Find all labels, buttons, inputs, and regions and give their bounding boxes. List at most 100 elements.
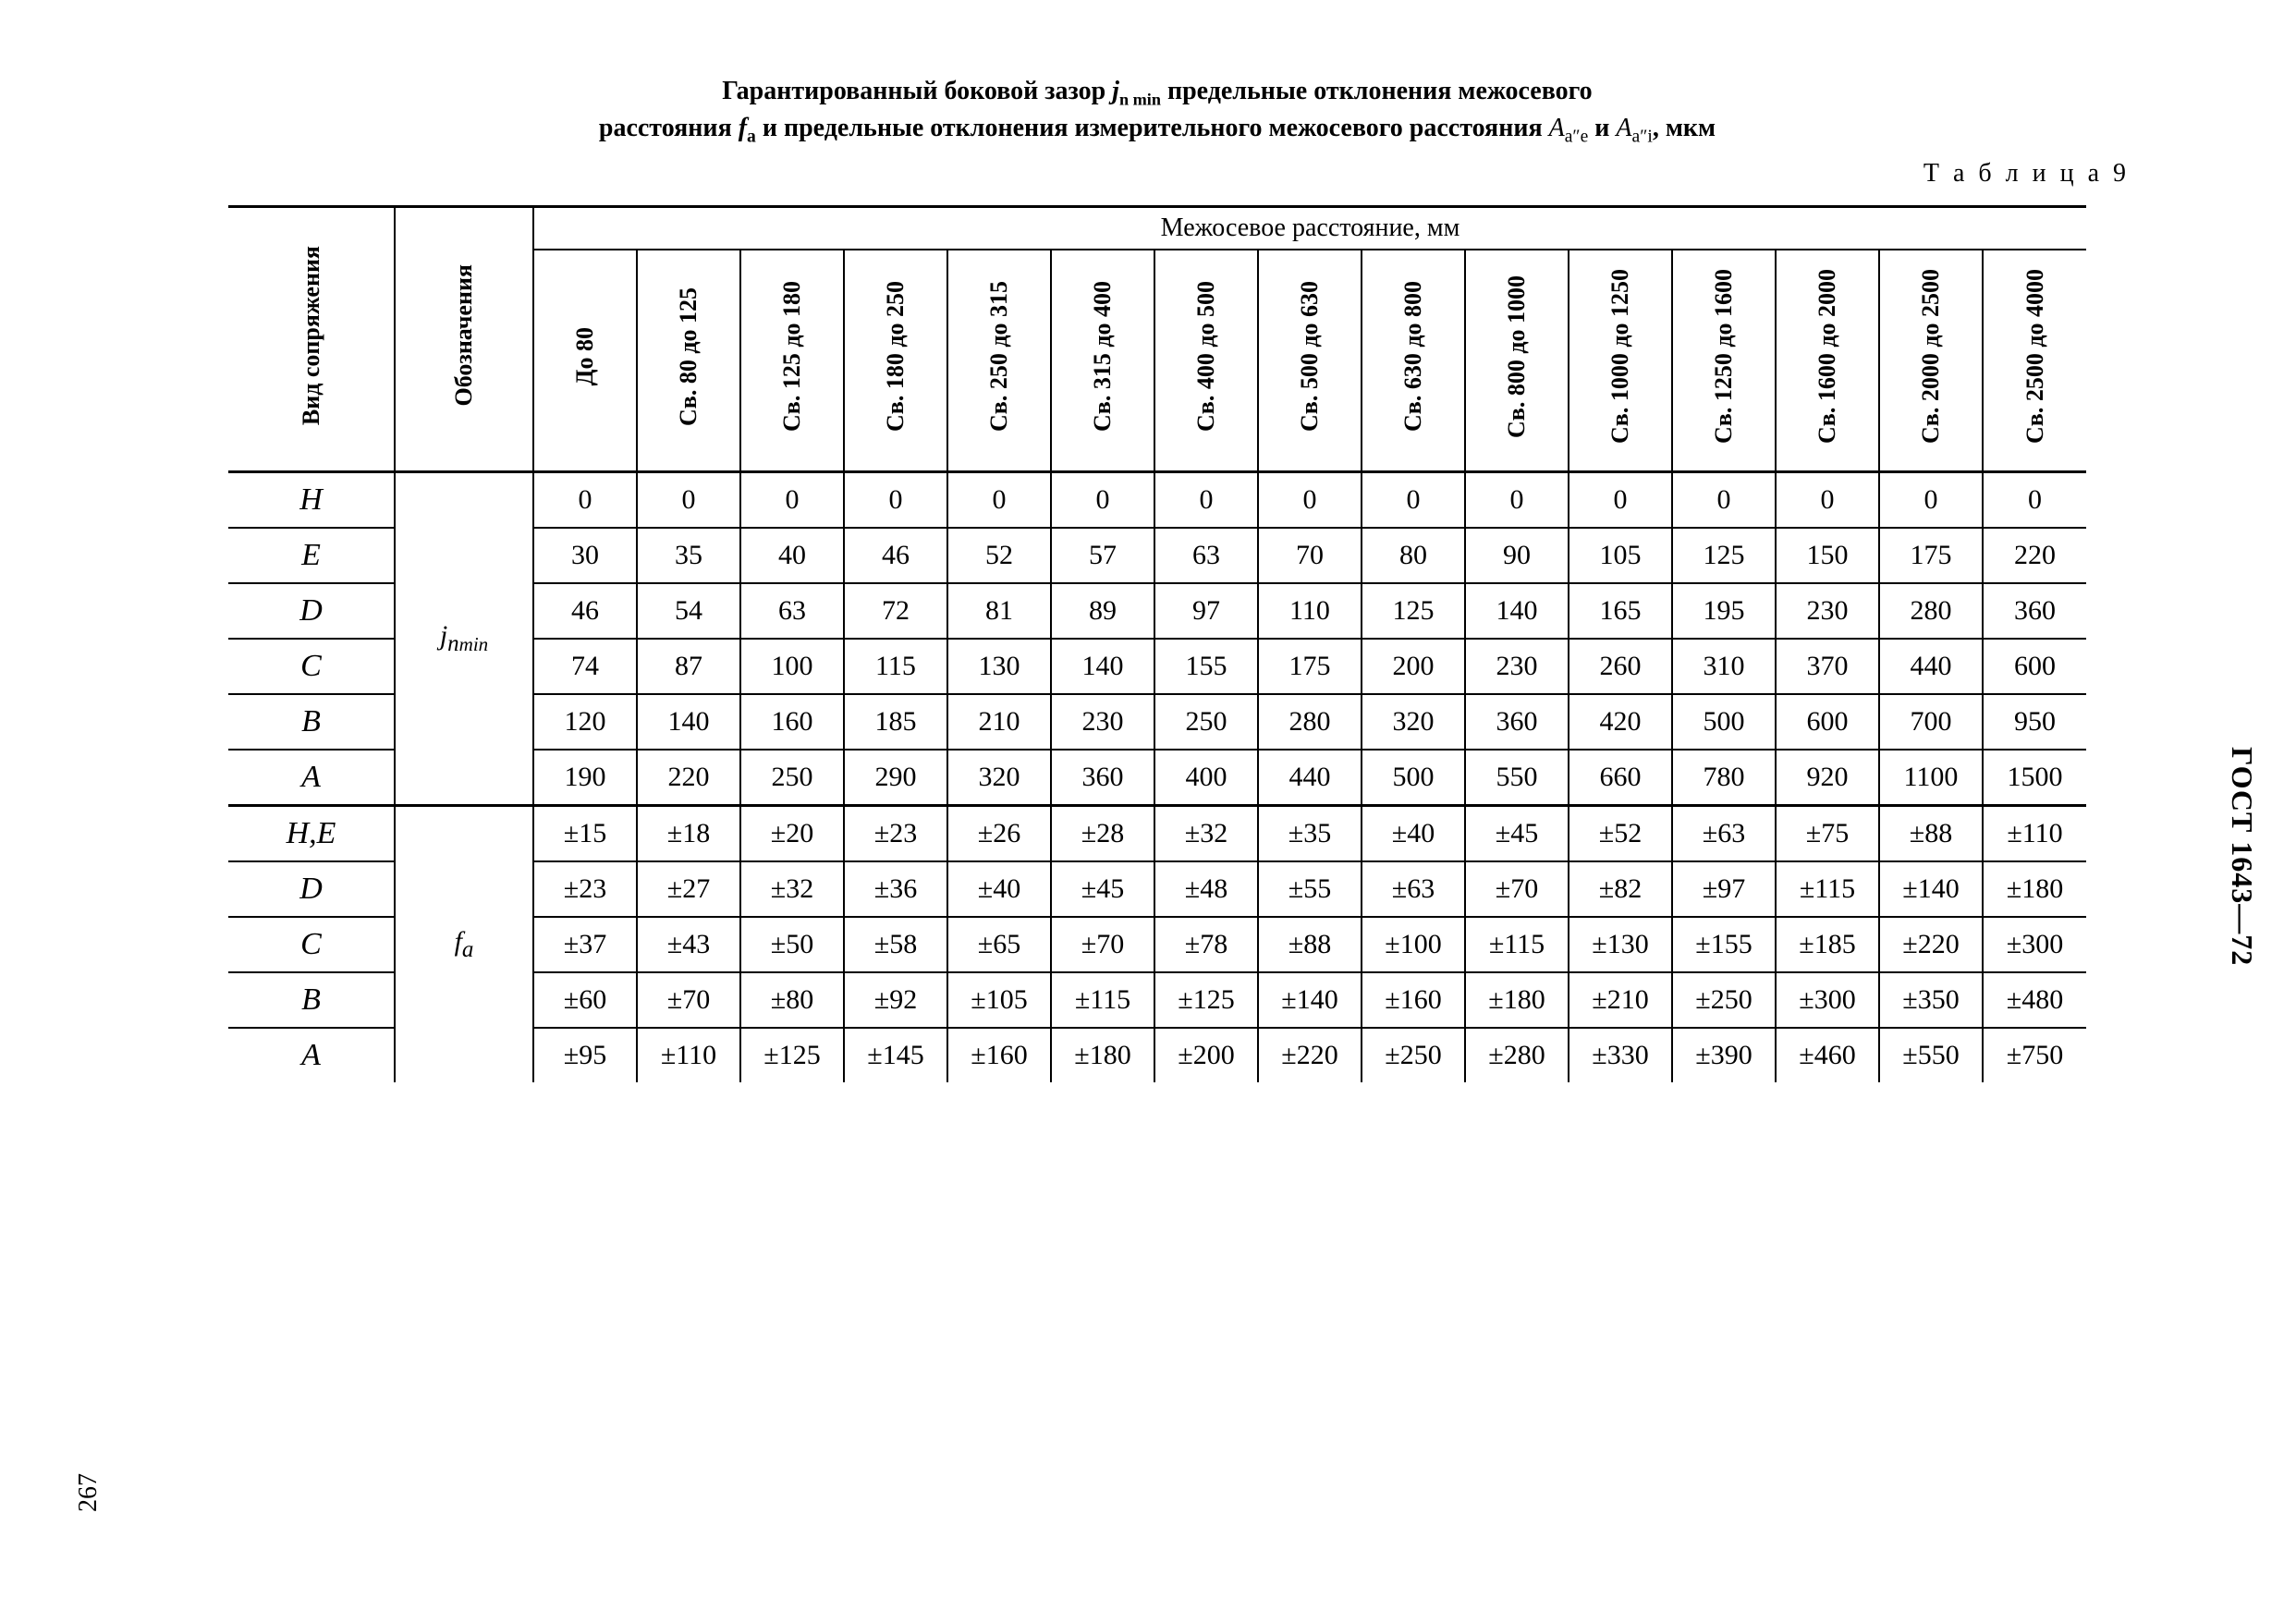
data-cell: 200: [1362, 639, 1465, 694]
data-cell: 125: [1672, 528, 1776, 583]
data-cell: 130: [947, 639, 1051, 694]
row-label: B: [228, 972, 395, 1028]
row-label: H,E: [228, 805, 395, 861]
data-cell: 140: [637, 694, 740, 750]
page-number: 267: [74, 1473, 104, 1512]
tolerance-table: Вид сопряжения Обозначения Межосевое рас…: [228, 205, 2086, 1082]
data-cell: 0: [1672, 471, 1776, 528]
data-cell: 700: [1879, 694, 1983, 750]
data-cell: ±200: [1154, 1028, 1258, 1082]
data-cell: ±45: [1051, 861, 1154, 917]
data-cell: 46: [844, 528, 947, 583]
row-label: A: [228, 750, 395, 806]
table-title: Гарантированный боковой зазор jn min пре…: [325, 74, 1989, 150]
data-cell: 165: [1569, 583, 1672, 639]
data-cell: 780: [1672, 750, 1776, 806]
data-cell: ±52: [1569, 805, 1672, 861]
data-cell: 500: [1362, 750, 1465, 806]
data-cell: ±97: [1672, 861, 1776, 917]
distance-col-header: Св. 250 до 315: [985, 272, 1013, 441]
data-cell: ±75: [1776, 805, 1879, 861]
data-cell: ±220: [1879, 917, 1983, 972]
data-cell: 0: [1051, 471, 1154, 528]
distance-col-header: Св. 2000 до 2500: [1917, 260, 1945, 453]
data-cell: ±70: [1465, 861, 1569, 917]
data-cell: 0: [1776, 471, 1879, 528]
data-cell: 35: [637, 528, 740, 583]
data-cell: ±105: [947, 972, 1051, 1028]
row-label: C: [228, 917, 395, 972]
symbol-cell: fa: [395, 805, 533, 1082]
data-cell: ±45: [1465, 805, 1569, 861]
data-cell: 0: [1258, 471, 1362, 528]
data-cell: ±40: [947, 861, 1051, 917]
row-label: H: [228, 471, 395, 528]
data-cell: 89: [1051, 583, 1154, 639]
data-cell: 125: [1362, 583, 1465, 639]
data-cell: 360: [1465, 694, 1569, 750]
row-label: C: [228, 639, 395, 694]
col-header-symbol: Обозначения: [450, 255, 478, 416]
data-cell: 140: [1051, 639, 1154, 694]
data-cell: 230: [1051, 694, 1154, 750]
data-cell: 0: [844, 471, 947, 528]
data-cell: ±23: [533, 861, 637, 917]
data-cell: 290: [844, 750, 947, 806]
data-cell: 185: [844, 694, 947, 750]
data-cell: ±280: [1465, 1028, 1569, 1082]
data-cell: ±60: [533, 972, 637, 1028]
data-cell: ±95: [533, 1028, 637, 1082]
data-cell: ±155: [1672, 917, 1776, 972]
data-cell: 400: [1154, 750, 1258, 806]
data-cell: ±210: [1569, 972, 1672, 1028]
data-cell: ±550: [1879, 1028, 1983, 1082]
row-label: E: [228, 528, 395, 583]
data-cell: 920: [1776, 750, 1879, 806]
data-cell: 440: [1879, 639, 1983, 694]
data-cell: ±140: [1258, 972, 1362, 1028]
data-cell: ±110: [637, 1028, 740, 1082]
data-cell: 250: [1154, 694, 1258, 750]
data-cell: ±88: [1258, 917, 1362, 972]
data-cell: ±390: [1672, 1028, 1776, 1082]
data-cell: ±750: [1983, 1028, 2086, 1082]
data-cell: 0: [533, 471, 637, 528]
data-cell: 280: [1879, 583, 1983, 639]
data-cell: ±300: [1983, 917, 2086, 972]
distance-col-header: До 80: [571, 318, 599, 395]
distance-col-header: Св. 2500 до 4000: [2021, 260, 2049, 453]
distance-col-header: Св. 800 до 1000: [1503, 266, 1531, 447]
data-cell: 370: [1776, 639, 1879, 694]
data-cell: 320: [947, 750, 1051, 806]
table-number: Т а б л и ц а 9: [74, 159, 2130, 189]
data-cell: ±100: [1362, 917, 1465, 972]
data-cell: ±180: [1983, 861, 2086, 917]
data-cell: ±180: [1465, 972, 1569, 1028]
col-header-type: Вид сопряжения: [298, 237, 325, 434]
data-cell: 220: [637, 750, 740, 806]
distance-col-header: Св. 630 до 800: [1399, 272, 1427, 441]
data-cell: ±130: [1569, 917, 1672, 972]
data-cell: 0: [1465, 471, 1569, 528]
data-cell: 30: [533, 528, 637, 583]
data-cell: ±15: [533, 805, 637, 861]
data-cell: ±145: [844, 1028, 947, 1082]
data-cell: ±27: [637, 861, 740, 917]
data-cell: ±115: [1465, 917, 1569, 972]
data-cell: 81: [947, 583, 1051, 639]
distance-col-header: Св. 400 до 500: [1192, 272, 1220, 441]
data-cell: 63: [1154, 528, 1258, 583]
data-cell: ±23: [844, 805, 947, 861]
data-cell: ±350: [1879, 972, 1983, 1028]
distance-col-header: Св. 1250 до 1600: [1710, 260, 1738, 453]
row-label: D: [228, 583, 395, 639]
data-cell: 0: [1569, 471, 1672, 528]
data-cell: 195: [1672, 583, 1776, 639]
data-cell: 87: [637, 639, 740, 694]
data-cell: 280: [1258, 694, 1362, 750]
data-cell: ±125: [740, 1028, 844, 1082]
symbol-cell: jnmin: [395, 471, 533, 805]
data-cell: 63: [740, 583, 844, 639]
data-cell: 57: [1051, 528, 1154, 583]
data-cell: 40: [740, 528, 844, 583]
